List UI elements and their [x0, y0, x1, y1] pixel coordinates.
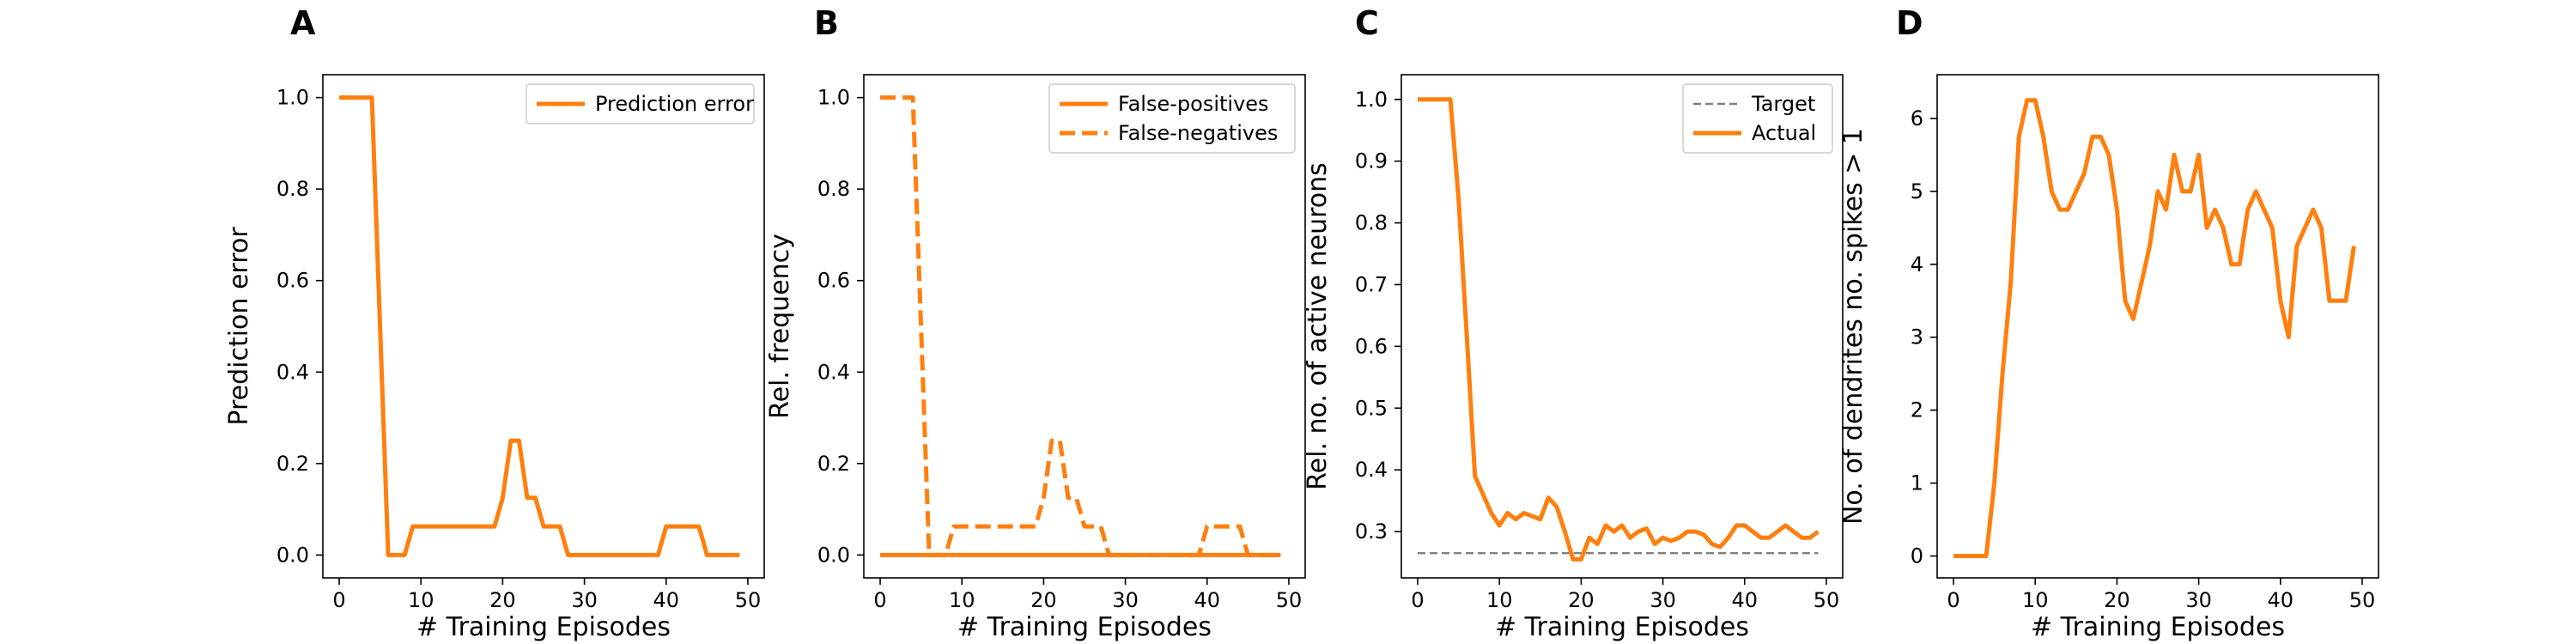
legend: Prediction error	[526, 83, 755, 125]
panel-letter-d: D	[1896, 4, 1923, 42]
y-tick-label: 0.3	[1355, 519, 1388, 544]
x-tick-label: 20	[1030, 588, 1057, 612]
x-axis-label: # Training Episodes	[416, 612, 671, 642]
series-line-prediction-error	[339, 95, 740, 557]
y-tick-label: 0.8	[276, 177, 309, 201]
x-tick-label: 0	[332, 588, 345, 612]
y-tick-label: 1.0	[817, 86, 850, 110]
axes-frame	[1400, 74, 1844, 579]
x-tick-label: 30	[1649, 588, 1676, 612]
legend-label: False-negatives	[1118, 121, 1278, 145]
legend-label: Prediction error	[595, 92, 754, 116]
axes-frame	[322, 74, 765, 579]
x-tick-label: 40	[653, 588, 680, 612]
x-tick-label: 40	[2268, 588, 2294, 612]
y-tick-label: 0.6	[817, 269, 850, 293]
y-axis-label: Rel. frequency	[765, 234, 795, 419]
series-line-false-negatives	[880, 95, 1281, 557]
y-tick-label: 3	[1911, 325, 1923, 349]
y-axis-label: Prediction error	[224, 227, 254, 426]
x-tick-label: 10	[949, 588, 975, 612]
y-tick-label: 0.4	[1355, 458, 1388, 482]
legend-label: Actual	[1752, 121, 1816, 145]
y-tick-label: 0	[1911, 544, 1923, 568]
x-tick-label: 50	[1814, 588, 1840, 612]
x-tick-label: 10	[1486, 588, 1513, 612]
y-tick-label: 6	[1911, 106, 1923, 131]
x-axis-label: # Training Episodes	[1495, 612, 1749, 642]
x-tick-label: 30	[571, 588, 598, 612]
legend: Target Actual	[1682, 83, 1833, 154]
y-tick-label: 0.0	[276, 543, 309, 567]
y-tick-label: 2	[1911, 398, 1923, 422]
legend-frame	[1048, 83, 1296, 154]
legend-label: False-positives	[1118, 92, 1269, 116]
y-tick-label: 1.0	[1355, 88, 1388, 112]
y-axis-label: No. of dendrites no. spikes > 1	[1838, 128, 1868, 525]
legend-label: Target	[1751, 92, 1815, 116]
x-axis-label: # Training Episodes	[2031, 612, 2285, 642]
x-tick-label: 20	[489, 588, 516, 612]
panel-b: B 0 10 20 30 40 50 0.0 0.2 0.4 0.6 0.8 1.0 # Training…	[765, 4, 1306, 642]
x-tick-label: 30	[1112, 588, 1139, 612]
y-tick-label: 0.4	[276, 360, 309, 384]
y-tick-label: 0.2	[817, 452, 850, 476]
x-tick-label: 30	[2185, 588, 2212, 612]
panel-letter-b: B	[814, 4, 839, 42]
y-tick-label: 0.4	[817, 360, 850, 384]
x-tick-label: 50	[735, 588, 762, 612]
panel-a: A 0 10 20 30 40 50 0.0 0.2 0.4 0.6 0.8 1.0 # Training…	[224, 4, 765, 642]
axes-frame	[863, 74, 1306, 579]
axes-frame	[1936, 74, 2379, 579]
y-tick-label: 0.5	[1355, 396, 1388, 420]
y-tick-label: 0.6	[1355, 334, 1388, 358]
y-tick-label: 0.8	[1355, 211, 1388, 235]
y-tick-label: 0.0	[817, 543, 850, 567]
y-tick-label: 0.7	[1355, 272, 1388, 296]
x-tick-label: 40	[1732, 588, 1759, 612]
x-tick-label: 0	[1411, 588, 1424, 612]
y-tick-label: 0.8	[817, 177, 850, 201]
y-tick-label: 0.9	[1355, 149, 1388, 173]
x-tick-label: 10	[2022, 588, 2049, 612]
panel-letter-a: A	[290, 4, 316, 42]
panel-letter-c: C	[1355, 4, 1379, 42]
x-axis-label: # Training Episodes	[957, 612, 1212, 642]
x-tick-label: 50	[1276, 588, 1303, 612]
panel-c: C 0 10 20 30 40 50 0.3 0.4 0.5 0.6 0.7 0.8 0.9 1.0 # Tr…	[1303, 4, 1844, 642]
y-axis-label: Rel. no. of active neurons	[1303, 162, 1333, 490]
x-tick-label: 20	[1568, 588, 1595, 612]
legend: False-positives False-negatives	[1048, 83, 1296, 154]
legend-frame	[526, 83, 755, 125]
y-tick-label: 0.6	[276, 269, 309, 293]
x-tick-label: 0	[873, 588, 886, 612]
y-tick-label: 5	[1911, 179, 1923, 204]
y-tick-label: 0.2	[276, 452, 309, 476]
x-tick-label: 10	[408, 588, 434, 612]
y-tick-label: 4	[1911, 252, 1923, 276]
panel-d: D 0 10 20 30 40 50 0 1 2 3 4 5 6 # Training Episodes No…	[1838, 4, 2379, 642]
y-tick-label: 1	[1911, 471, 1923, 495]
series-line-data	[1953, 98, 2356, 558]
x-tick-label: 40	[1194, 588, 1221, 612]
legend-frame	[1682, 83, 1833, 154]
x-tick-label: 0	[1947, 588, 1959, 612]
series-line-actual	[1418, 97, 1820, 562]
y-tick-label: 1.0	[276, 86, 309, 110]
x-tick-label: 50	[2349, 588, 2376, 612]
x-tick-label: 20	[2104, 588, 2130, 612]
